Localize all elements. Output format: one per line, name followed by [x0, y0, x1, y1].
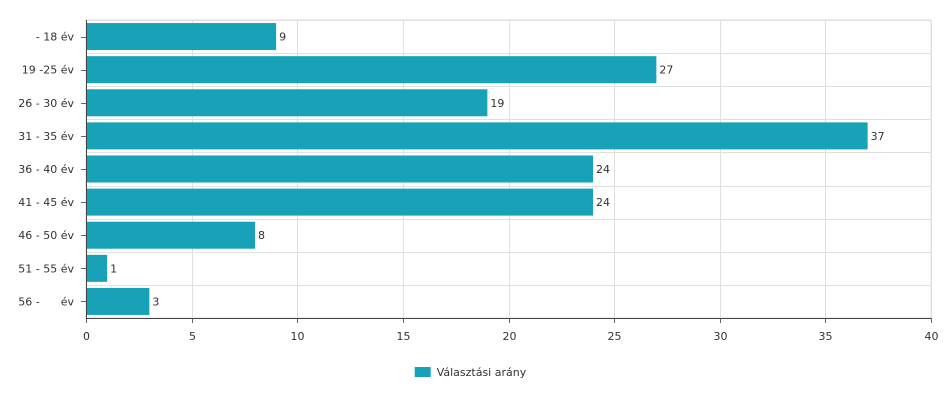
y-tick-label: 31 - 35 év — [18, 130, 74, 143]
data-label: 1 — [110, 262, 117, 275]
y-tick-label: 46 - 50 év — [18, 229, 74, 242]
data-label: 24 — [596, 196, 610, 209]
x-tick-label: 5 — [189, 330, 196, 343]
bar[interactable] — [87, 188, 593, 216]
data-label: 8 — [258, 229, 265, 242]
y-tick-label: 56 - év — [18, 295, 74, 308]
bar[interactable] — [87, 56, 657, 84]
x-tick-label: 35 — [819, 330, 833, 343]
y-tick-label: - 18 év — [36, 31, 75, 44]
bar[interactable] — [87, 155, 593, 183]
data-label: 19 — [490, 97, 504, 110]
x-tick-label: 25 — [608, 330, 622, 343]
data-label: 9 — [279, 31, 286, 44]
x-tick-label: 10 — [291, 330, 305, 343]
y-tick-label: 41 - 45 év — [18, 196, 74, 209]
bar[interactable] — [87, 254, 108, 282]
data-label: 24 — [596, 163, 610, 176]
data-label: 3 — [152, 295, 159, 308]
bar[interactable] — [87, 122, 868, 150]
legend[interactable]: Választási arány — [414, 366, 527, 379]
x-tick-label: 15 — [397, 330, 411, 343]
y-tick-label: 36 - 40 év — [18, 163, 74, 176]
bar[interactable] — [87, 287, 150, 315]
y-tick-label: 19 -25 év — [22, 64, 75, 77]
x-tick-label: 0 — [83, 330, 90, 343]
x-tick-label: 30 — [714, 330, 728, 343]
y-tick-label: 26 - 30 év — [18, 97, 74, 110]
y-tick-label: 51 - 55 év — [18, 262, 74, 275]
x-tick-label: 40 — [925, 330, 939, 343]
data-label: 37 — [871, 130, 885, 143]
data-labels: 9 27 19 37 24 24 8 1 3 — [110, 31, 885, 309]
bar[interactable] — [87, 23, 277, 51]
data-label: 27 — [659, 64, 673, 77]
x-tick-label: 20 — [503, 330, 517, 343]
bars — [87, 23, 868, 315]
bar[interactable] — [87, 221, 255, 249]
bar[interactable] — [87, 89, 488, 117]
grid — [85, 19, 932, 319]
legend-swatch[interactable] — [414, 367, 431, 377]
axes: 0 5 10 15 20 25 30 35 40 - 18 év 19 -25 év 26 - 30 … — [18, 20, 939, 343]
legend-label[interactable]: Választási arány — [437, 366, 527, 379]
